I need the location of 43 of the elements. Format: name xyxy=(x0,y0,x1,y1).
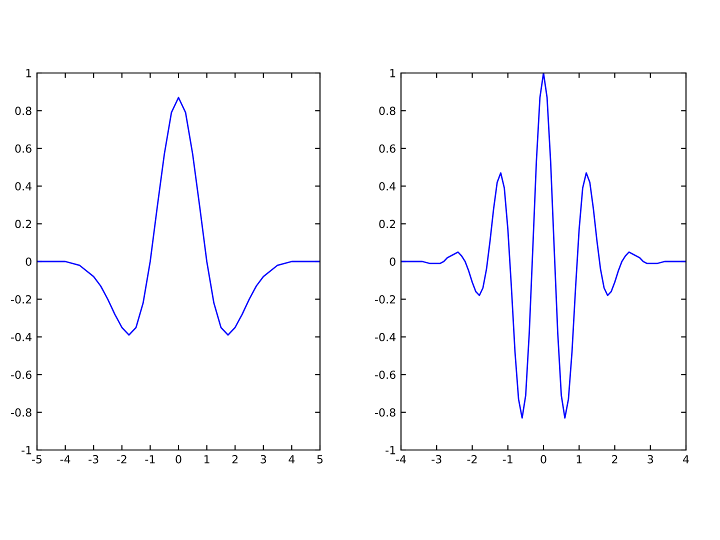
x-tick-label: -1 xyxy=(502,455,512,464)
x-tick-label: 3 xyxy=(648,455,654,464)
y-tick-label: -0.2 xyxy=(11,295,32,304)
y-tick-label: 1 xyxy=(390,69,396,78)
y-tick-label: 0.4 xyxy=(379,182,396,190)
y-tick-label: 0.8 xyxy=(15,106,32,116)
x-tick-label: 0 xyxy=(540,455,546,464)
x-tick-label: -4 xyxy=(396,455,406,464)
x-tick-label: -3 xyxy=(432,455,442,464)
x-tick-label: 2 xyxy=(232,455,238,464)
y-tick-label: 1 xyxy=(26,69,32,78)
x-tick-label: -2 xyxy=(116,455,126,464)
y-tick-label: -0.4 xyxy=(375,332,396,342)
x-tick-label: 1 xyxy=(204,455,210,464)
y-tick-label: 0.2 xyxy=(15,220,32,228)
y-tick-label: -0.8 xyxy=(11,408,32,417)
y-tick-label: 0.8 xyxy=(379,106,396,116)
y-tick-label: -0.4 xyxy=(11,332,32,342)
y-tick-label: -1 xyxy=(386,446,396,454)
x-tick-label: -4 xyxy=(60,455,70,464)
y-tick-label: 0.4 xyxy=(15,182,32,190)
y-tick-label: 0 xyxy=(390,257,396,266)
x-tick-label: -1 xyxy=(145,455,155,464)
x-tick-label: -5 xyxy=(32,455,42,464)
y-tick-label: -0.2 xyxy=(375,295,396,304)
x-tick-label: 4 xyxy=(683,455,689,464)
x-tick-label: 2 xyxy=(612,455,618,464)
y-tick-label: 0.6 xyxy=(379,144,396,153)
y-tick-label: 0 xyxy=(26,257,32,266)
y-tick-label: -0.6 xyxy=(11,370,32,379)
y-tick-label: -0.6 xyxy=(375,370,396,379)
x-tick-label: -3 xyxy=(88,455,98,464)
x-tick-label: 1 xyxy=(576,455,582,464)
y-tick-label: -1 xyxy=(22,446,32,454)
x-tick-label: -2 xyxy=(467,455,477,464)
x-tick-label: 3 xyxy=(260,455,266,464)
x-tick-label: 5 xyxy=(317,455,323,464)
x-tick-label: 4 xyxy=(288,455,295,464)
x-tick-label: 0 xyxy=(176,455,182,464)
line-series xyxy=(37,96,320,336)
y-tick-label: 0.2 xyxy=(379,220,396,228)
y-tick-label: 0.6 xyxy=(15,144,32,153)
y-tick-label: -0.8 xyxy=(375,408,396,417)
